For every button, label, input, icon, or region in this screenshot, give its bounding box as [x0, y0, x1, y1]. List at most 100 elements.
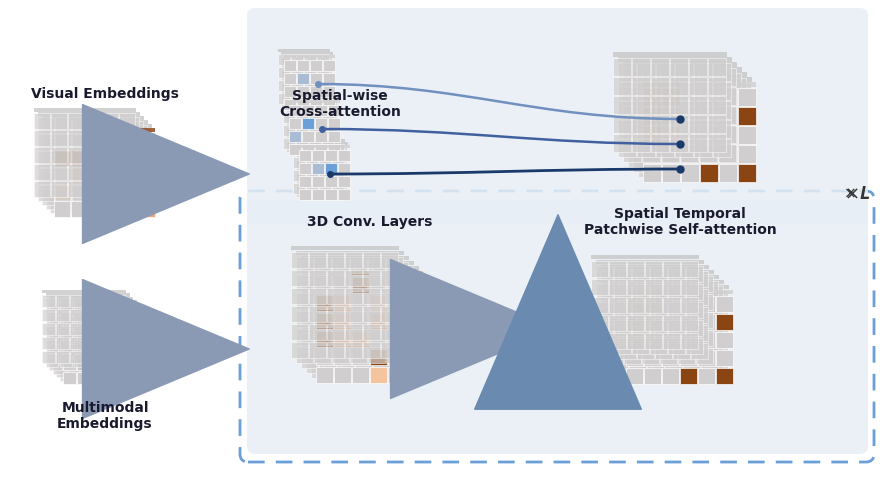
Bar — [681, 333, 698, 349]
Bar — [97, 159, 113, 174]
Bar — [368, 292, 385, 309]
Bar — [713, 82, 730, 99]
Bar — [662, 332, 678, 348]
Bar — [373, 351, 390, 368]
Bar — [74, 312, 86, 325]
Bar — [68, 147, 84, 162]
Bar — [660, 347, 677, 364]
Bar — [733, 121, 751, 139]
Bar — [63, 316, 76, 328]
Bar — [278, 49, 330, 52]
Bar — [85, 164, 100, 179]
Bar — [719, 126, 737, 144]
Bar — [671, 116, 688, 134]
Bar — [401, 361, 417, 378]
Bar — [670, 322, 686, 338]
Bar — [728, 116, 745, 134]
Bar — [105, 150, 121, 165]
Bar — [289, 100, 300, 103]
Bar — [94, 305, 107, 318]
Bar — [119, 164, 135, 179]
Bar — [289, 144, 300, 155]
Bar — [619, 325, 635, 341]
Bar — [60, 354, 72, 366]
Bar — [660, 293, 677, 310]
Bar — [651, 96, 669, 113]
Bar — [51, 130, 67, 146]
Bar — [716, 349, 732, 366]
Bar — [119, 344, 131, 356]
Bar — [42, 308, 55, 321]
Bar — [363, 270, 379, 286]
Bar — [662, 367, 678, 384]
Bar — [680, 313, 696, 330]
Bar — [115, 368, 128, 381]
Bar — [101, 163, 116, 178]
Bar — [643, 126, 661, 144]
Bar — [89, 117, 105, 133]
Bar — [108, 333, 121, 346]
Bar — [87, 340, 100, 352]
Bar — [70, 308, 83, 321]
Bar — [70, 337, 83, 349]
Bar — [50, 129, 65, 145]
Bar — [378, 284, 394, 301]
Bar — [67, 146, 83, 161]
Bar — [391, 351, 407, 368]
Bar — [119, 147, 135, 162]
Bar — [652, 116, 670, 134]
Bar — [129, 354, 142, 366]
Bar — [696, 293, 713, 310]
Bar — [319, 262, 335, 278]
Bar — [302, 100, 313, 103]
Bar — [320, 56, 332, 68]
Bar — [296, 159, 307, 171]
Bar — [293, 182, 304, 194]
Bar — [56, 350, 69, 363]
Bar — [373, 297, 390, 314]
Bar — [49, 301, 62, 314]
Bar — [327, 287, 343, 304]
Bar — [347, 272, 363, 288]
Bar — [84, 323, 97, 335]
Bar — [647, 298, 664, 315]
Bar — [322, 159, 334, 171]
Bar — [643, 82, 661, 87]
Bar — [355, 280, 371, 296]
Bar — [332, 257, 348, 273]
Bar — [87, 368, 100, 381]
Bar — [695, 140, 713, 157]
Bar — [42, 172, 57, 187]
Bar — [281, 56, 292, 68]
Bar — [49, 357, 62, 370]
Bar — [633, 116, 650, 134]
Bar — [706, 303, 722, 320]
Bar — [716, 367, 732, 384]
Bar — [601, 271, 618, 287]
Bar — [680, 290, 696, 294]
Bar — [716, 332, 732, 348]
Bar — [632, 283, 649, 300]
Bar — [634, 285, 650, 302]
Bar — [685, 149, 702, 166]
Bar — [647, 352, 664, 369]
Bar — [289, 104, 300, 116]
Bar — [350, 292, 366, 309]
Bar — [632, 338, 649, 354]
Bar — [694, 139, 712, 157]
Bar — [347, 326, 363, 342]
Bar — [642, 125, 659, 143]
Bar — [334, 294, 350, 311]
Bar — [616, 280, 724, 284]
Bar — [286, 114, 297, 126]
Bar — [681, 261, 698, 277]
Bar — [709, 116, 727, 134]
Bar — [637, 139, 655, 157]
Bar — [316, 312, 333, 329]
Bar — [714, 102, 731, 119]
Bar — [281, 52, 333, 55]
Bar — [112, 308, 124, 321]
Bar — [338, 145, 349, 148]
Bar — [114, 159, 129, 174]
Bar — [112, 323, 124, 335]
